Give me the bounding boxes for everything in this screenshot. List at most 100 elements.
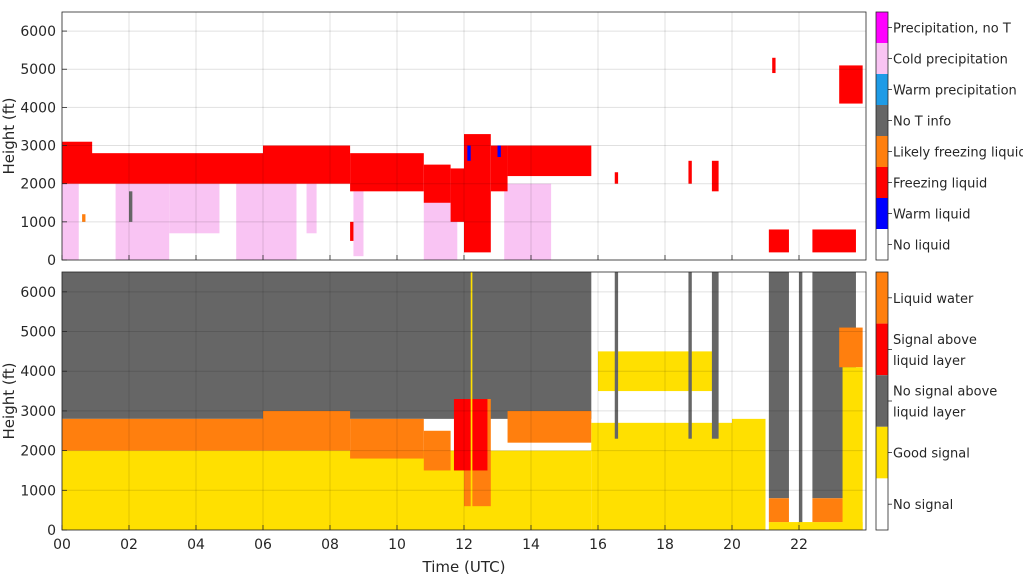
legend-swatch xyxy=(876,198,888,229)
region-bottom-16 xyxy=(768,272,789,499)
region-top-10 xyxy=(263,145,351,184)
region-top-0 xyxy=(62,183,79,260)
y-tick-label: 5000 xyxy=(20,62,56,78)
region-top-20 xyxy=(711,160,719,192)
region-top-24 xyxy=(839,65,863,104)
region-top-18 xyxy=(614,172,619,184)
legend-swatch xyxy=(876,229,888,260)
legend-swatch xyxy=(876,323,888,376)
legend-swatch xyxy=(876,272,888,324)
legend-label: No signal xyxy=(893,498,953,513)
region-bottom-24 xyxy=(470,272,473,530)
y-tick-label: 6000 xyxy=(20,285,56,301)
y-tick-label: 1000 xyxy=(20,215,56,231)
legend-bottom: Liquid water Signal above liquid layer No s… xyxy=(875,271,997,531)
region-top-2 xyxy=(169,183,220,234)
legend-swatch xyxy=(876,478,888,530)
region-bottom-10 xyxy=(591,422,732,530)
legend-swatch xyxy=(876,12,888,43)
region-bottom-13 xyxy=(614,272,619,439)
region-bottom-2 xyxy=(62,418,163,451)
legend-label: Signal above liquid layer xyxy=(893,333,977,369)
legend-swatch xyxy=(876,167,888,198)
region-bottom-8 xyxy=(507,410,592,443)
legend-label: Good signal xyxy=(893,447,970,462)
region-top-13 xyxy=(450,168,464,222)
x-tick-label: 22 xyxy=(790,537,808,553)
region-top-21 xyxy=(768,229,789,253)
region-top-23 xyxy=(772,57,776,74)
region-top-5 xyxy=(353,183,364,257)
y-tick-label: 4000 xyxy=(20,364,56,380)
region-top-22 xyxy=(812,229,856,253)
x-tick-label: 00 xyxy=(53,537,71,553)
legend-label: Likely freezing liquid xyxy=(893,146,1023,161)
region-bottom-4 xyxy=(263,410,351,451)
y-axis-label: Height (ft) xyxy=(0,363,18,440)
region-top-16 xyxy=(507,145,592,177)
y-tick-label: 0 xyxy=(47,523,56,539)
legend-label: No liquid xyxy=(893,239,950,254)
region-top-25 xyxy=(350,221,354,241)
legend-label: No T info xyxy=(893,115,951,130)
region-bottom-0 xyxy=(62,272,592,419)
region-bottom-14 xyxy=(688,272,692,439)
x-tick-label: 10 xyxy=(388,537,406,553)
x-tick-label: 12 xyxy=(455,537,473,553)
legend-label: Liquid water xyxy=(893,292,974,307)
legend-swatch xyxy=(876,74,888,105)
region-top-1 xyxy=(115,183,170,260)
legend-label: Freezing liquid xyxy=(893,177,987,192)
region-top-28 xyxy=(129,191,133,222)
region-bottom-22 xyxy=(839,327,863,368)
region-top-27 xyxy=(497,145,501,157)
region-top-9 xyxy=(162,153,263,184)
legend-label: Precipitation, no T xyxy=(893,22,1011,37)
region-top-26 xyxy=(467,145,471,161)
region-top-29 xyxy=(82,214,86,222)
region-bottom-20 xyxy=(768,498,789,523)
x-tick-label: 02 xyxy=(120,537,138,553)
legend-frame xyxy=(875,271,889,531)
region-top-19 xyxy=(688,160,692,184)
y-tick-label: 2000 xyxy=(20,177,56,193)
region-top-4 xyxy=(306,183,317,234)
y-tick-label: 2000 xyxy=(20,444,56,460)
legend-label: Cold precipitation xyxy=(893,53,1008,68)
y-tick-label: 1000 xyxy=(20,483,56,499)
legend-swatch xyxy=(876,43,888,74)
y-tick-label: 3000 xyxy=(20,139,56,155)
y-tick-label: 5000 xyxy=(20,325,56,341)
legend-swatch xyxy=(876,105,888,136)
x-tick-label: 04 xyxy=(187,537,205,553)
region-bottom-3 xyxy=(162,418,263,451)
x-tick-label: 18 xyxy=(656,537,674,553)
x-tick-label: 20 xyxy=(723,537,741,553)
region-top-11 xyxy=(350,153,424,192)
x-axis-label: Time (UTC) xyxy=(422,558,506,575)
region-top-7 xyxy=(504,183,552,260)
legend-swatch xyxy=(876,136,888,167)
region-bottom-23 xyxy=(842,367,863,530)
legend-label: No signal above liquid layer xyxy=(893,385,997,421)
region-top-17 xyxy=(62,141,93,161)
x-tick-label: 14 xyxy=(522,537,540,553)
y-tick-label: 4000 xyxy=(20,100,56,116)
legend-frame xyxy=(875,11,889,261)
region-bottom-15 xyxy=(711,272,719,439)
x-tick-label: 06 xyxy=(254,537,272,553)
region-bottom-1 xyxy=(62,450,592,530)
panel-top: 0 1000 2000 3000 4000 5000 6000 Height (ft) Prec… xyxy=(0,11,1023,269)
legend-swatch xyxy=(876,375,888,427)
legend-label: Warm precipitation xyxy=(893,84,1017,99)
region-top-12 xyxy=(423,164,451,203)
panel-bottom: 0 1000 2000 3000 4000 5000 6000 00 02 04 06 08 10 12 1… xyxy=(0,271,997,575)
y-tick-label: 0 xyxy=(47,253,56,269)
region-bottom-6 xyxy=(423,430,451,471)
legend-top: Precipitation, no T Cold precipitation War… xyxy=(875,11,1023,261)
region-bottom-12 xyxy=(732,418,766,530)
y-tick-label: 6000 xyxy=(20,24,56,40)
region-bottom-17 xyxy=(799,272,803,530)
region-top-3 xyxy=(236,183,297,260)
region-bottom-5 xyxy=(350,418,424,459)
